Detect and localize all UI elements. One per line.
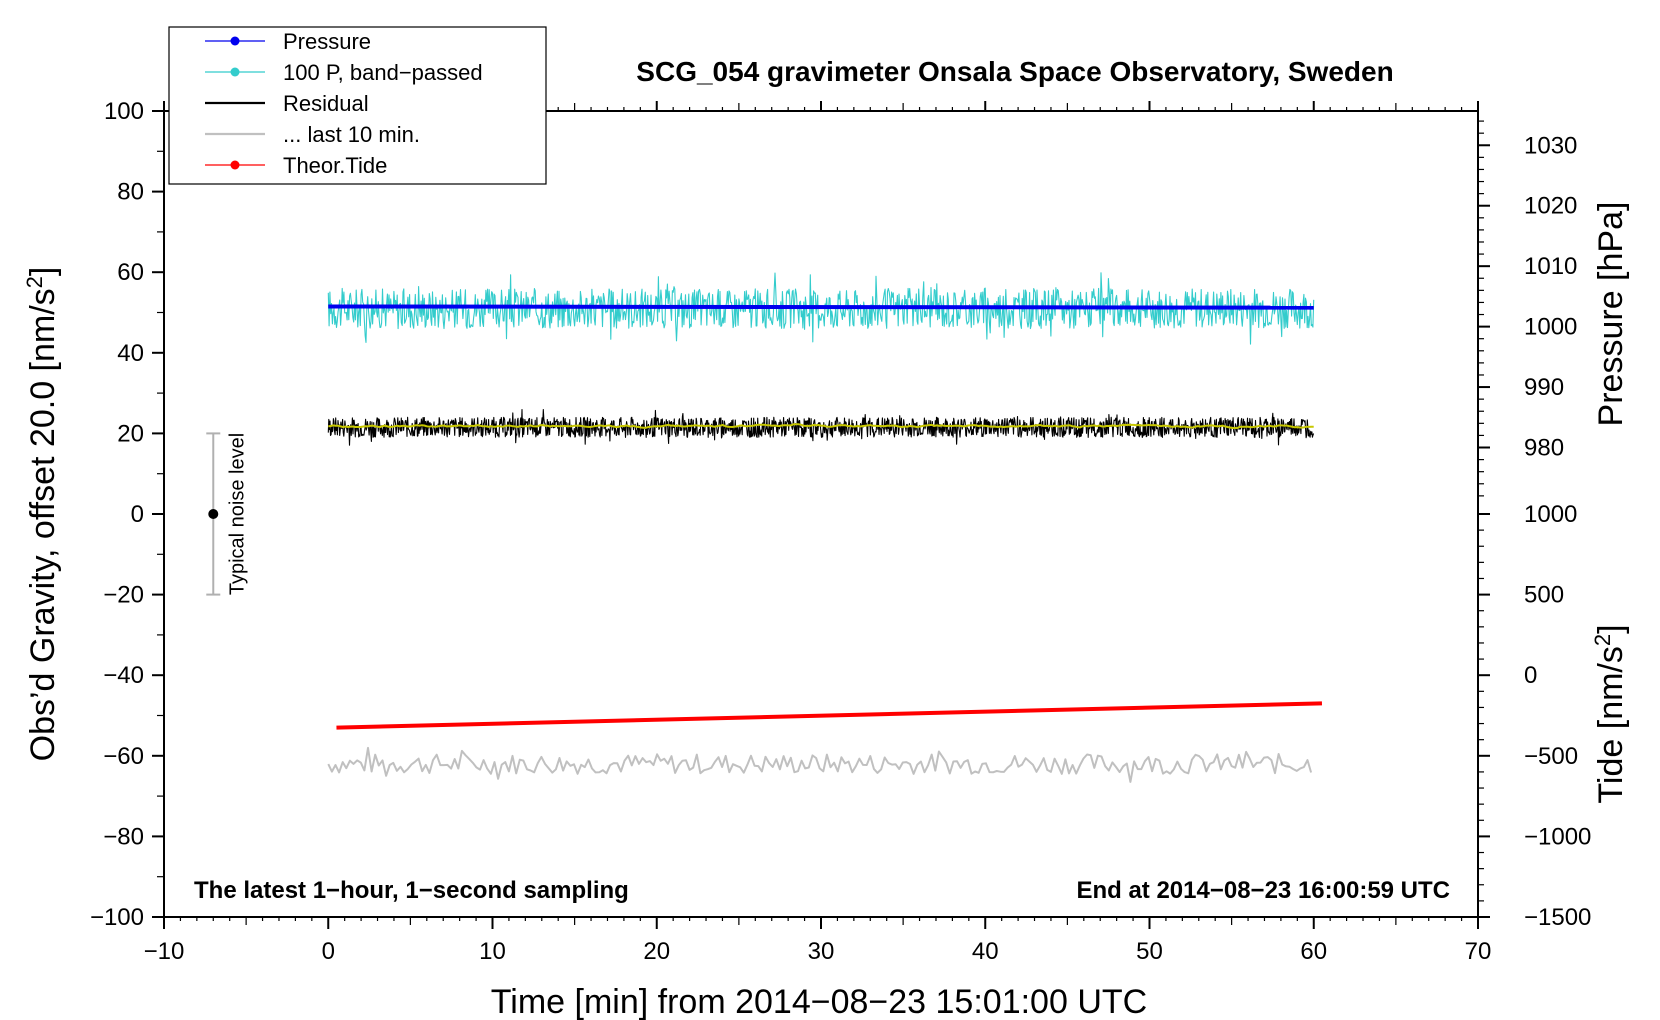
y-tick-label: 60 bbox=[117, 259, 144, 286]
series-residual-smoothed bbox=[328, 423, 1314, 429]
noise-bar-center-dot bbox=[208, 509, 219, 519]
pressure-tick-label: 1010 bbox=[1524, 253, 1577, 280]
series-pressure bbox=[328, 304, 1314, 310]
pressure-tick-label: 980 bbox=[1524, 435, 1564, 462]
tide-tick-label: 1000 bbox=[1524, 501, 1577, 528]
annotation-end-time: End at 2014−08−23 16:00:59 UTC bbox=[1076, 877, 1450, 904]
y-axis-title-tide: Tide [nm/s2] bbox=[1590, 624, 1630, 803]
tide-tick-label: −1000 bbox=[1524, 823, 1591, 850]
axis-ticks: −10 0 10 20 30 40 50 60 70100806040200−20−40−60−… bbox=[90, 98, 1591, 965]
y-tick-label: 0 bbox=[131, 501, 144, 528]
y-axis-title-left: Obs’d Gravity, offset 20.0 [nm/s2] bbox=[22, 267, 62, 762]
y-tick-label: 20 bbox=[117, 420, 144, 447]
legend-box bbox=[168, 26, 547, 185]
pressure-tick-label: 1030 bbox=[1524, 132, 1577, 159]
legend-label: 100 P, band−passed bbox=[283, 60, 483, 85]
x-tick-label: 70 bbox=[1465, 938, 1492, 965]
chart-title: SCG_054 gravimeter Onsala Space Observat… bbox=[636, 56, 1393, 87]
typical-noise-bar bbox=[206, 432, 221, 596]
series-residual bbox=[327, 408, 1315, 446]
annotation-sampling: The latest 1−hour, 1−second sampling bbox=[194, 877, 629, 904]
y-tick-label: 100 bbox=[104, 98, 144, 125]
legend: Pressure 100 P, band−passed Residual ... la… bbox=[168, 26, 547, 185]
y-tick-label: −80 bbox=[103, 823, 144, 850]
y-tick-label: −60 bbox=[103, 743, 144, 770]
y-axis-title-pressure: Pressure [hPa] bbox=[1592, 202, 1630, 427]
legend-marker bbox=[230, 36, 240, 46]
legend-label: Pressure bbox=[283, 29, 371, 54]
x-axis-title: Time [min] from 2014−08−23 15:01:00 UTC bbox=[491, 983, 1147, 1020]
y-tick-label: −20 bbox=[103, 582, 144, 609]
x-tick-label: −10 bbox=[144, 938, 185, 965]
x-tick-label: 30 bbox=[808, 938, 835, 965]
series-theor-tide bbox=[336, 701, 1323, 730]
series-layer bbox=[327, 272, 1323, 783]
x-tick-label: 10 bbox=[479, 938, 506, 965]
noise-label: Typical noise level bbox=[226, 433, 248, 595]
x-tick-label: 60 bbox=[1300, 938, 1327, 965]
series-last-10-min bbox=[327, 746, 1313, 783]
x-tick-label: 0 bbox=[322, 938, 335, 965]
y-tick-label: −100 bbox=[90, 904, 144, 931]
plot-frame bbox=[163, 110, 1479, 918]
tide-tick-label: −1500 bbox=[1524, 904, 1591, 931]
legend-label: ... last 10 min. bbox=[283, 122, 420, 147]
legend-label: Theor.Tide bbox=[283, 153, 387, 178]
y-tick-label: 80 bbox=[117, 179, 144, 206]
pressure-tick-label: 990 bbox=[1524, 374, 1564, 401]
pressure-tick-label: 1000 bbox=[1524, 314, 1577, 341]
y-tick-label: 40 bbox=[117, 340, 144, 367]
series-bandpassed bbox=[327, 272, 1315, 345]
tide-tick-label: 0 bbox=[1524, 662, 1537, 689]
x-tick-label: 40 bbox=[972, 938, 999, 965]
legend-marker bbox=[230, 160, 240, 170]
x-tick-label: 50 bbox=[1136, 938, 1163, 965]
y-tick-label: −40 bbox=[103, 662, 144, 689]
tide-tick-label: 500 bbox=[1524, 582, 1564, 609]
legend-marker bbox=[230, 67, 240, 77]
legend-label: Residual bbox=[283, 91, 369, 116]
pressure-tick-label: 1020 bbox=[1524, 193, 1577, 220]
tide-tick-label: −500 bbox=[1524, 743, 1578, 770]
x-tick-label: 20 bbox=[643, 938, 670, 965]
